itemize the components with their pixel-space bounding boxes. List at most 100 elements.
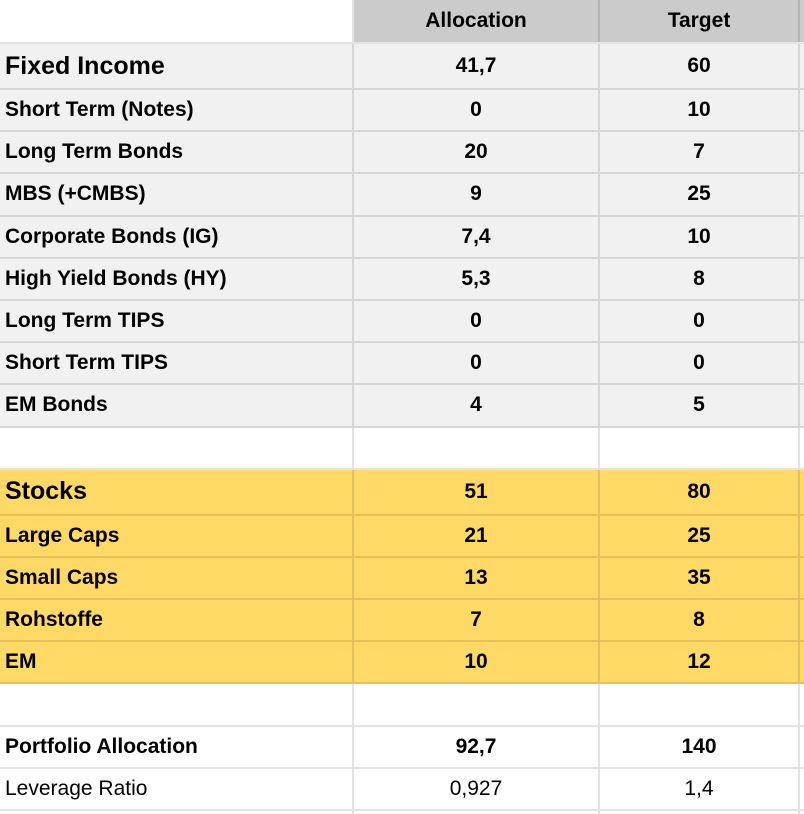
allocation-value: 92,7 <box>455 734 497 758</box>
target-value-cell[interactable]: 10 <box>600 216 800 257</box>
allocation-value-cell[interactable]: 5,3 <box>354 258 600 299</box>
target-value-cell[interactable]: 8 <box>600 600 800 641</box>
row-label-cell[interactable]: Leverage Ratio <box>0 768 354 809</box>
allocation-value-cell[interactable]: 4 <box>354 385 600 426</box>
allocation-value-cell[interactable]: 13 <box>354 557 600 599</box>
allocation-value-cell[interactable]: 0,927 <box>354 768 600 809</box>
allocation-value: 20 <box>464 140 488 164</box>
bottom-partial-row <box>0 811 804 814</box>
target-value-cell[interactable]: 80 <box>600 469 800 514</box>
row-label-cell[interactable] <box>0 684 354 725</box>
row-label: Portfolio Allocation <box>5 734 198 758</box>
target-value-cell[interactable]: 25 <box>600 174 800 215</box>
row-label-cell[interactable]: Long Term TIPS <box>0 300 354 342</box>
target-value-cell[interactable]: 25 <box>600 515 800 556</box>
row-label: Rohstoffe <box>5 608 103 632</box>
allocation-value-cell[interactable]: 20 <box>354 132 600 173</box>
table-row: Short Term TIPS 0 0 <box>0 343 804 386</box>
target-value-cell[interactable] <box>600 427 800 468</box>
target-value: 12 <box>687 650 711 674</box>
row-label-cell[interactable]: EM Bonds <box>0 385 354 426</box>
target-value-cell[interactable]: 10 <box>600 90 800 131</box>
allocation-value: 51 <box>464 479 488 503</box>
target-value-cell[interactable]: 8 <box>600 258 800 299</box>
partial-cell[interactable] <box>600 811 800 814</box>
header-cell-empty[interactable] <box>0 0 354 42</box>
row-label-cell[interactable]: MBS (+CMBS) <box>0 174 354 215</box>
allocation-column-header: Allocation <box>425 9 527 32</box>
allocation-value: 0 <box>470 351 482 375</box>
allocation-value: 7 <box>470 608 482 632</box>
allocation-value-cell[interactable]: 10 <box>354 642 600 683</box>
target-value-cell[interactable]: 0 <box>600 343 800 384</box>
target-value-cell[interactable] <box>600 684 800 725</box>
row-right-filler <box>800 516 804 556</box>
partial-cell[interactable] <box>0 811 354 814</box>
row-right-filler <box>800 132 804 172</box>
allocation-value-cell[interactable]: 7 <box>354 600 600 641</box>
row-label-cell[interactable]: Fixed Income <box>0 44 354 88</box>
allocation-value-cell[interactable]: 21 <box>354 515 600 556</box>
target-value: 5 <box>693 393 705 417</box>
allocation-value: 10 <box>464 650 488 674</box>
allocation-value-cell[interactable]: 0 <box>354 90 600 131</box>
allocation-value-cell[interactable]: 0 <box>354 300 600 342</box>
row-label-cell[interactable]: Short Term (Notes) <box>0 90 354 131</box>
allocation-value-cell[interactable] <box>354 427 600 468</box>
table-row: Large Caps 21 25 <box>0 515 804 558</box>
target-value-cell[interactable]: 12 <box>600 642 800 683</box>
target-value-cell[interactable]: 0 <box>600 300 800 342</box>
row-label-cell[interactable]: Rohstoffe <box>0 600 354 641</box>
target-value: 35 <box>687 565 711 589</box>
row-label: Fixed Income <box>5 51 165 80</box>
allocation-value-cell[interactable] <box>354 684 600 725</box>
row-right-filler <box>800 385 804 425</box>
row-label-cell[interactable]: Stocks <box>0 469 354 514</box>
row-label-cell[interactable]: Short Term TIPS <box>0 343 354 384</box>
row-right-filler <box>800 428 804 468</box>
row-label: Stocks <box>5 477 87 506</box>
partial-cell[interactable] <box>354 811 600 814</box>
row-label-cell[interactable]: Large Caps <box>0 515 354 556</box>
target-value: 25 <box>687 523 711 547</box>
target-value-cell[interactable]: 5 <box>600 385 800 426</box>
allocation-value: 0 <box>470 309 482 333</box>
row-label-cell[interactable]: Small Caps <box>0 557 354 599</box>
row-right-filler <box>800 470 804 514</box>
header-cell-allocation[interactable]: Allocation <box>354 0 600 42</box>
row-label-cell[interactable] <box>0 427 354 468</box>
row-label-cell[interactable]: Portfolio Allocation <box>0 726 354 767</box>
allocation-value-cell[interactable]: 41,7 <box>354 44 600 88</box>
allocation-value-cell[interactable]: 0 <box>354 343 600 384</box>
row-label-cell[interactable]: High Yield Bonds (HY) <box>0 258 354 299</box>
header-cell-target[interactable]: Target <box>600 0 800 42</box>
table-row: Stocks 51 80 <box>0 469 804 516</box>
allocation-value: 7,4 <box>461 224 491 248</box>
row-right-filler <box>800 558 804 598</box>
allocation-value: 9 <box>470 182 482 206</box>
row-label-cell[interactable]: Long Term Bonds <box>0 132 354 173</box>
row-label-cell[interactable]: EM <box>0 642 354 683</box>
row-label: High Yield Bonds (HY) <box>5 266 227 290</box>
target-value-cell[interactable]: 35 <box>600 557 800 599</box>
allocation-value-cell[interactable]: 7,4 <box>354 216 600 257</box>
target-value-cell[interactable]: 7 <box>600 132 800 173</box>
target-value-cell[interactable]: 60 <box>600 44 800 88</box>
allocation-value: 0 <box>470 98 482 122</box>
allocation-value-cell[interactable]: 51 <box>354 469 600 514</box>
row-right-filler <box>800 343 804 383</box>
table-row: High Yield Bonds (HY) 5,3 8 <box>0 258 804 301</box>
row-label: Large Caps <box>5 523 120 547</box>
header-row: Allocation Target <box>0 0 804 44</box>
target-value-cell[interactable]: 140 <box>600 726 800 767</box>
row-label: Long Term Bonds <box>5 140 184 164</box>
target-value: 8 <box>693 266 705 290</box>
target-value-cell[interactable]: 1,4 <box>600 768 800 809</box>
table-row: MBS (+CMBS) 9 25 <box>0 174 804 217</box>
allocation-value-cell[interactable]: 9 <box>354 174 600 215</box>
row-label: Short Term TIPS <box>5 351 168 375</box>
header-right-filler <box>800 0 804 42</box>
allocation-value-cell[interactable]: 92,7 <box>354 726 600 767</box>
row-label: Leverage Ratio <box>5 776 148 800</box>
row-label-cell[interactable]: Corporate Bonds (IG) <box>0 216 354 257</box>
